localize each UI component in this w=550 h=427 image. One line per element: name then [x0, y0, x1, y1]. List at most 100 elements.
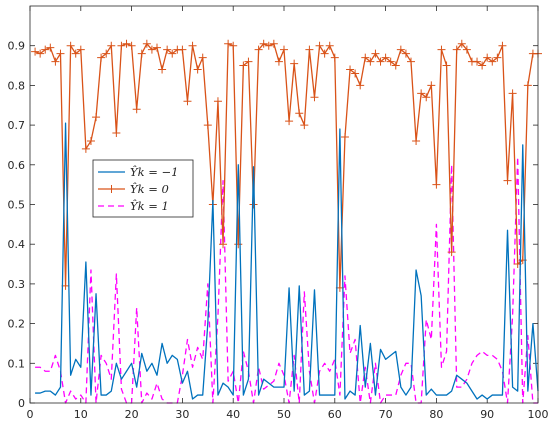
data-point-marker	[325, 41, 334, 50]
data-point-marker	[351, 69, 360, 78]
series-3	[35, 156, 538, 404]
data-point-marker	[473, 57, 482, 66]
data-point-marker	[31, 47, 40, 56]
series-line	[35, 156, 538, 404]
data-point-marker	[92, 113, 101, 122]
data-point-marker	[219, 240, 228, 249]
y-tick-label: 0.7	[8, 119, 26, 132]
data-point-marker	[122, 39, 131, 48]
data-point-marker	[462, 45, 471, 54]
data-point-marker	[427, 81, 436, 90]
series-2	[31, 39, 542, 292]
data-point-marker	[305, 45, 314, 54]
data-point-marker	[147, 45, 156, 54]
x-tick-label: 20	[125, 408, 139, 421]
y-tick-label: 0.3	[8, 278, 26, 291]
legend-marker	[107, 185, 116, 193]
data-point-marker	[46, 43, 55, 52]
legend-item-1: Ŷk = −1	[98, 165, 178, 179]
data-point-marker	[396, 45, 405, 54]
data-point-marker	[168, 49, 177, 58]
y-tick-label: 0.2	[8, 318, 26, 331]
data-point-marker	[36, 49, 45, 58]
data-point-marker	[51, 57, 60, 66]
data-point-marker	[254, 45, 263, 54]
x-tick-label: 30	[175, 408, 189, 421]
data-point-marker	[391, 61, 400, 70]
legend-item-3: Ŷk = 1	[98, 199, 169, 213]
data-point-marker	[457, 39, 466, 48]
data-point-marker	[310, 93, 319, 102]
x-tick-label: 10	[74, 408, 88, 421]
series-layer	[31, 39, 542, 404]
data-point-marker	[386, 57, 395, 66]
data-point-marker	[503, 176, 512, 185]
legend-label: Ŷk = 1	[130, 199, 169, 213]
data-point-marker	[361, 53, 370, 62]
data-point-marker	[356, 81, 365, 90]
data-point-marker	[478, 61, 487, 70]
data-point-marker	[71, 49, 80, 58]
data-point-marker	[102, 49, 111, 58]
data-point-marker	[81, 144, 90, 153]
data-point-marker	[112, 129, 121, 138]
data-point-marker	[249, 200, 258, 209]
data-point-marker	[153, 43, 161, 52]
data-point-marker	[401, 49, 410, 58]
data-point-marker	[269, 39, 278, 48]
x-tick-label: 60	[328, 408, 342, 421]
data-point-marker	[315, 41, 324, 50]
data-point-marker	[137, 49, 146, 58]
data-point-marker	[244, 57, 253, 66]
data-point-marker	[117, 41, 126, 50]
data-point-marker	[274, 57, 283, 66]
data-point-marker	[447, 248, 456, 257]
series-1	[35, 122, 539, 400]
data-point-marker	[340, 133, 349, 142]
x-tick-label: 50	[277, 408, 291, 421]
data-point-marker	[56, 49, 65, 58]
data-point-marker	[483, 53, 492, 62]
data-point-marker	[488, 57, 497, 66]
x-tick-label: 0	[27, 408, 34, 421]
y-tick-label: 0.8	[8, 79, 26, 92]
data-point-marker	[213, 97, 222, 106]
data-point-marker	[86, 136, 95, 145]
data-point-marker	[163, 45, 172, 54]
data-point-marker	[442, 61, 451, 70]
y-tick-label: 0	[18, 397, 25, 410]
data-point-marker	[203, 121, 212, 130]
data-point-marker	[193, 65, 202, 74]
data-point-marker	[107, 41, 116, 50]
data-point-marker	[127, 41, 136, 50]
tick-labels: 0 10 20 30 40 50 60 70 80 90 100 0 0.1 0.2 0.3 0.4 0.5 0.…	[8, 40, 549, 421]
data-point-marker	[178, 45, 187, 54]
data-point-marker	[371, 49, 380, 58]
data-point-marker	[407, 57, 415, 66]
x-tick-label: 100	[528, 408, 549, 421]
plot-frame	[29, 5, 539, 404]
data-point-marker	[381, 53, 390, 62]
data-point-marker	[366, 57, 375, 66]
x-tick-label: 70	[379, 408, 393, 421]
data-point-marker	[417, 89, 426, 98]
legend-label: Ŷk = 0	[130, 182, 169, 196]
y-tick-label: 0.4	[8, 238, 26, 251]
legend-item-2: Ŷk = 0	[98, 182, 169, 196]
data-point-marker	[437, 45, 446, 54]
x-tick-label: 40	[226, 408, 240, 421]
data-point-marker	[76, 45, 85, 54]
data-point-marker	[432, 180, 441, 189]
data-point-marker	[239, 61, 248, 70]
data-point-marker	[259, 39, 268, 48]
data-point-marker	[198, 53, 207, 62]
x-tick-label: 90	[480, 408, 494, 421]
data-point-marker	[493, 53, 502, 62]
data-point-marker	[285, 117, 294, 126]
data-point-marker	[295, 109, 304, 118]
data-point-marker	[523, 81, 532, 90]
data-point-marker	[158, 65, 167, 74]
data-point-marker	[320, 49, 329, 58]
data-point-marker	[300, 121, 309, 130]
